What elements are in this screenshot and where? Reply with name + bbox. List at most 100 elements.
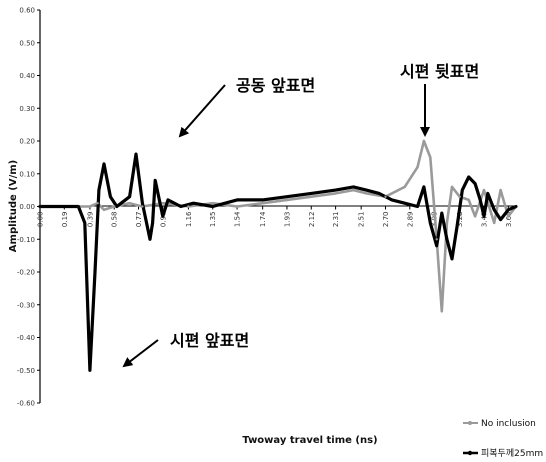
data-point-series-0 [422,139,426,143]
data-point-series-0 [473,215,477,218]
x-tick-label: 2.31 [332,212,340,228]
y-tick-label: 0.10 [19,170,35,178]
x-tick-label: 3.28 [456,212,464,228]
data-point-series-0 [88,205,92,208]
y-tick-label: -0.50 [17,367,35,375]
data-point-series-1 [514,205,518,208]
x-tick-label: 0.58 [111,212,119,228]
data-point-series-1 [455,224,459,228]
data-point-series-1 [285,195,289,198]
x-tick-label: 1.16 [185,211,193,227]
data-point-series-0 [403,185,406,189]
data-point-series-1 [429,221,432,225]
data-point-series-1 [365,188,368,192]
data-point-series-0 [435,238,438,241]
data-point-series-0 [128,202,131,205]
series-points [38,139,518,372]
y-axis-ticks: 0.60 0.50 0.40 0.30 0.20 0.10 0.00 -0.10 -0.20 -0… [17,7,40,408]
annotation-cavity-front: 공동 앞표면 [236,76,315,95]
data-point-series-0 [352,188,355,192]
data-point-series-1 [473,182,477,185]
data-point-series-1 [310,192,313,195]
data-point-series-1 [93,270,97,274]
data-point-series-0 [310,195,313,198]
data-point-series-1 [154,179,157,182]
series-lines [38,139,518,372]
data-point-series-1 [192,202,195,205]
data-point-series-1 [161,215,164,218]
data-point-series-1 [77,205,80,208]
x-tick-label: 0.39 [86,212,94,228]
x-axis-ticks: 0.00 0.19 0.39 0.58 0.77 0.96 1.16 1.35 1.54 1.74… [37,206,513,228]
data-point-series-0 [334,192,337,195]
y-tick-label: -0.20 [17,269,35,277]
data-point-series-1 [83,221,87,225]
data-point-series-1 [461,188,464,192]
x-tick-label: 3.66 [505,211,513,227]
data-point-series-0 [235,205,239,208]
data-point-series-0 [187,205,190,208]
data-point-series-1 [440,211,443,215]
y-tick-label: 0.60 [19,7,35,15]
data-point-series-0 [211,202,214,205]
data-point-series-1 [166,198,170,202]
data-point-series-0 [499,188,502,192]
data-point-series-1 [352,185,355,189]
data-point-series-1 [416,205,419,208]
data-point-series-1 [403,202,406,205]
y-tick-label: 0.40 [19,72,35,80]
data-point-series-1 [450,257,454,261]
y-tick-label: -0.60 [17,400,35,408]
data-point-series-1 [499,218,502,221]
y-axis-label: Amplitude (V/m) [8,160,19,252]
data-point-series-1 [507,208,510,211]
x-tick-label: 0.96 [159,211,167,227]
data-point-series-0 [416,166,419,169]
data-point-series-1 [141,202,144,205]
data-point-series-1 [115,205,119,208]
data-point-series-0 [285,198,289,202]
data-point-series-1 [38,205,42,208]
data-point-series-0 [161,202,164,205]
x-tick-label: 0.77 [135,212,143,228]
data-point-series-0 [96,202,99,205]
data-point-series-1 [235,198,239,202]
series-line-1 [38,152,518,372]
arrow-cavity-front [178,84,226,138]
x-axis-label: Twoway travel time (ns) [242,435,377,446]
data-point-series-1 [445,238,449,241]
x-tick-label: 1.35 [209,212,217,228]
legend-label-cover: 피복두께25mm [481,448,543,459]
data-point-series-1 [179,205,182,208]
data-point-series-0 [261,202,264,205]
data-point-series-1 [467,175,470,179]
y-tick-label: 0.00 [19,203,35,211]
data-point-series-1 [482,215,486,218]
data-point-series-1 [151,221,154,225]
data-point-series-0 [507,215,510,218]
x-tick-label: 1.74 [259,211,267,227]
x-tick-label: 3.47 [481,212,489,228]
y-tick-label: -0.30 [17,301,35,309]
data-point-series-1 [390,198,394,202]
data-point-series-1 [334,188,337,192]
data-point-series-1 [422,185,426,189]
data-point-series-1 [493,208,496,211]
data-point-series-1 [486,192,489,195]
data-point-series-0 [493,221,496,225]
data-point-series-0 [467,198,470,202]
data-point-series-0 [445,221,449,225]
x-tick-label: 1.93 [283,212,291,228]
x-tick-label: 2.70 [382,212,390,228]
data-point-series-1 [211,205,214,208]
data-point-series-0 [450,185,454,189]
data-point-series-1 [102,162,106,166]
data-point-series-0 [102,208,106,211]
data-point-series-0 [482,188,486,192]
data-point-series-0 [429,156,432,159]
data-point-series-1 [134,152,138,156]
x-tick-label: 1.54 [234,211,242,227]
data-point-series-1 [109,195,112,198]
y-tick-label: 0.50 [19,39,35,47]
legend-marker-cover [467,450,473,456]
